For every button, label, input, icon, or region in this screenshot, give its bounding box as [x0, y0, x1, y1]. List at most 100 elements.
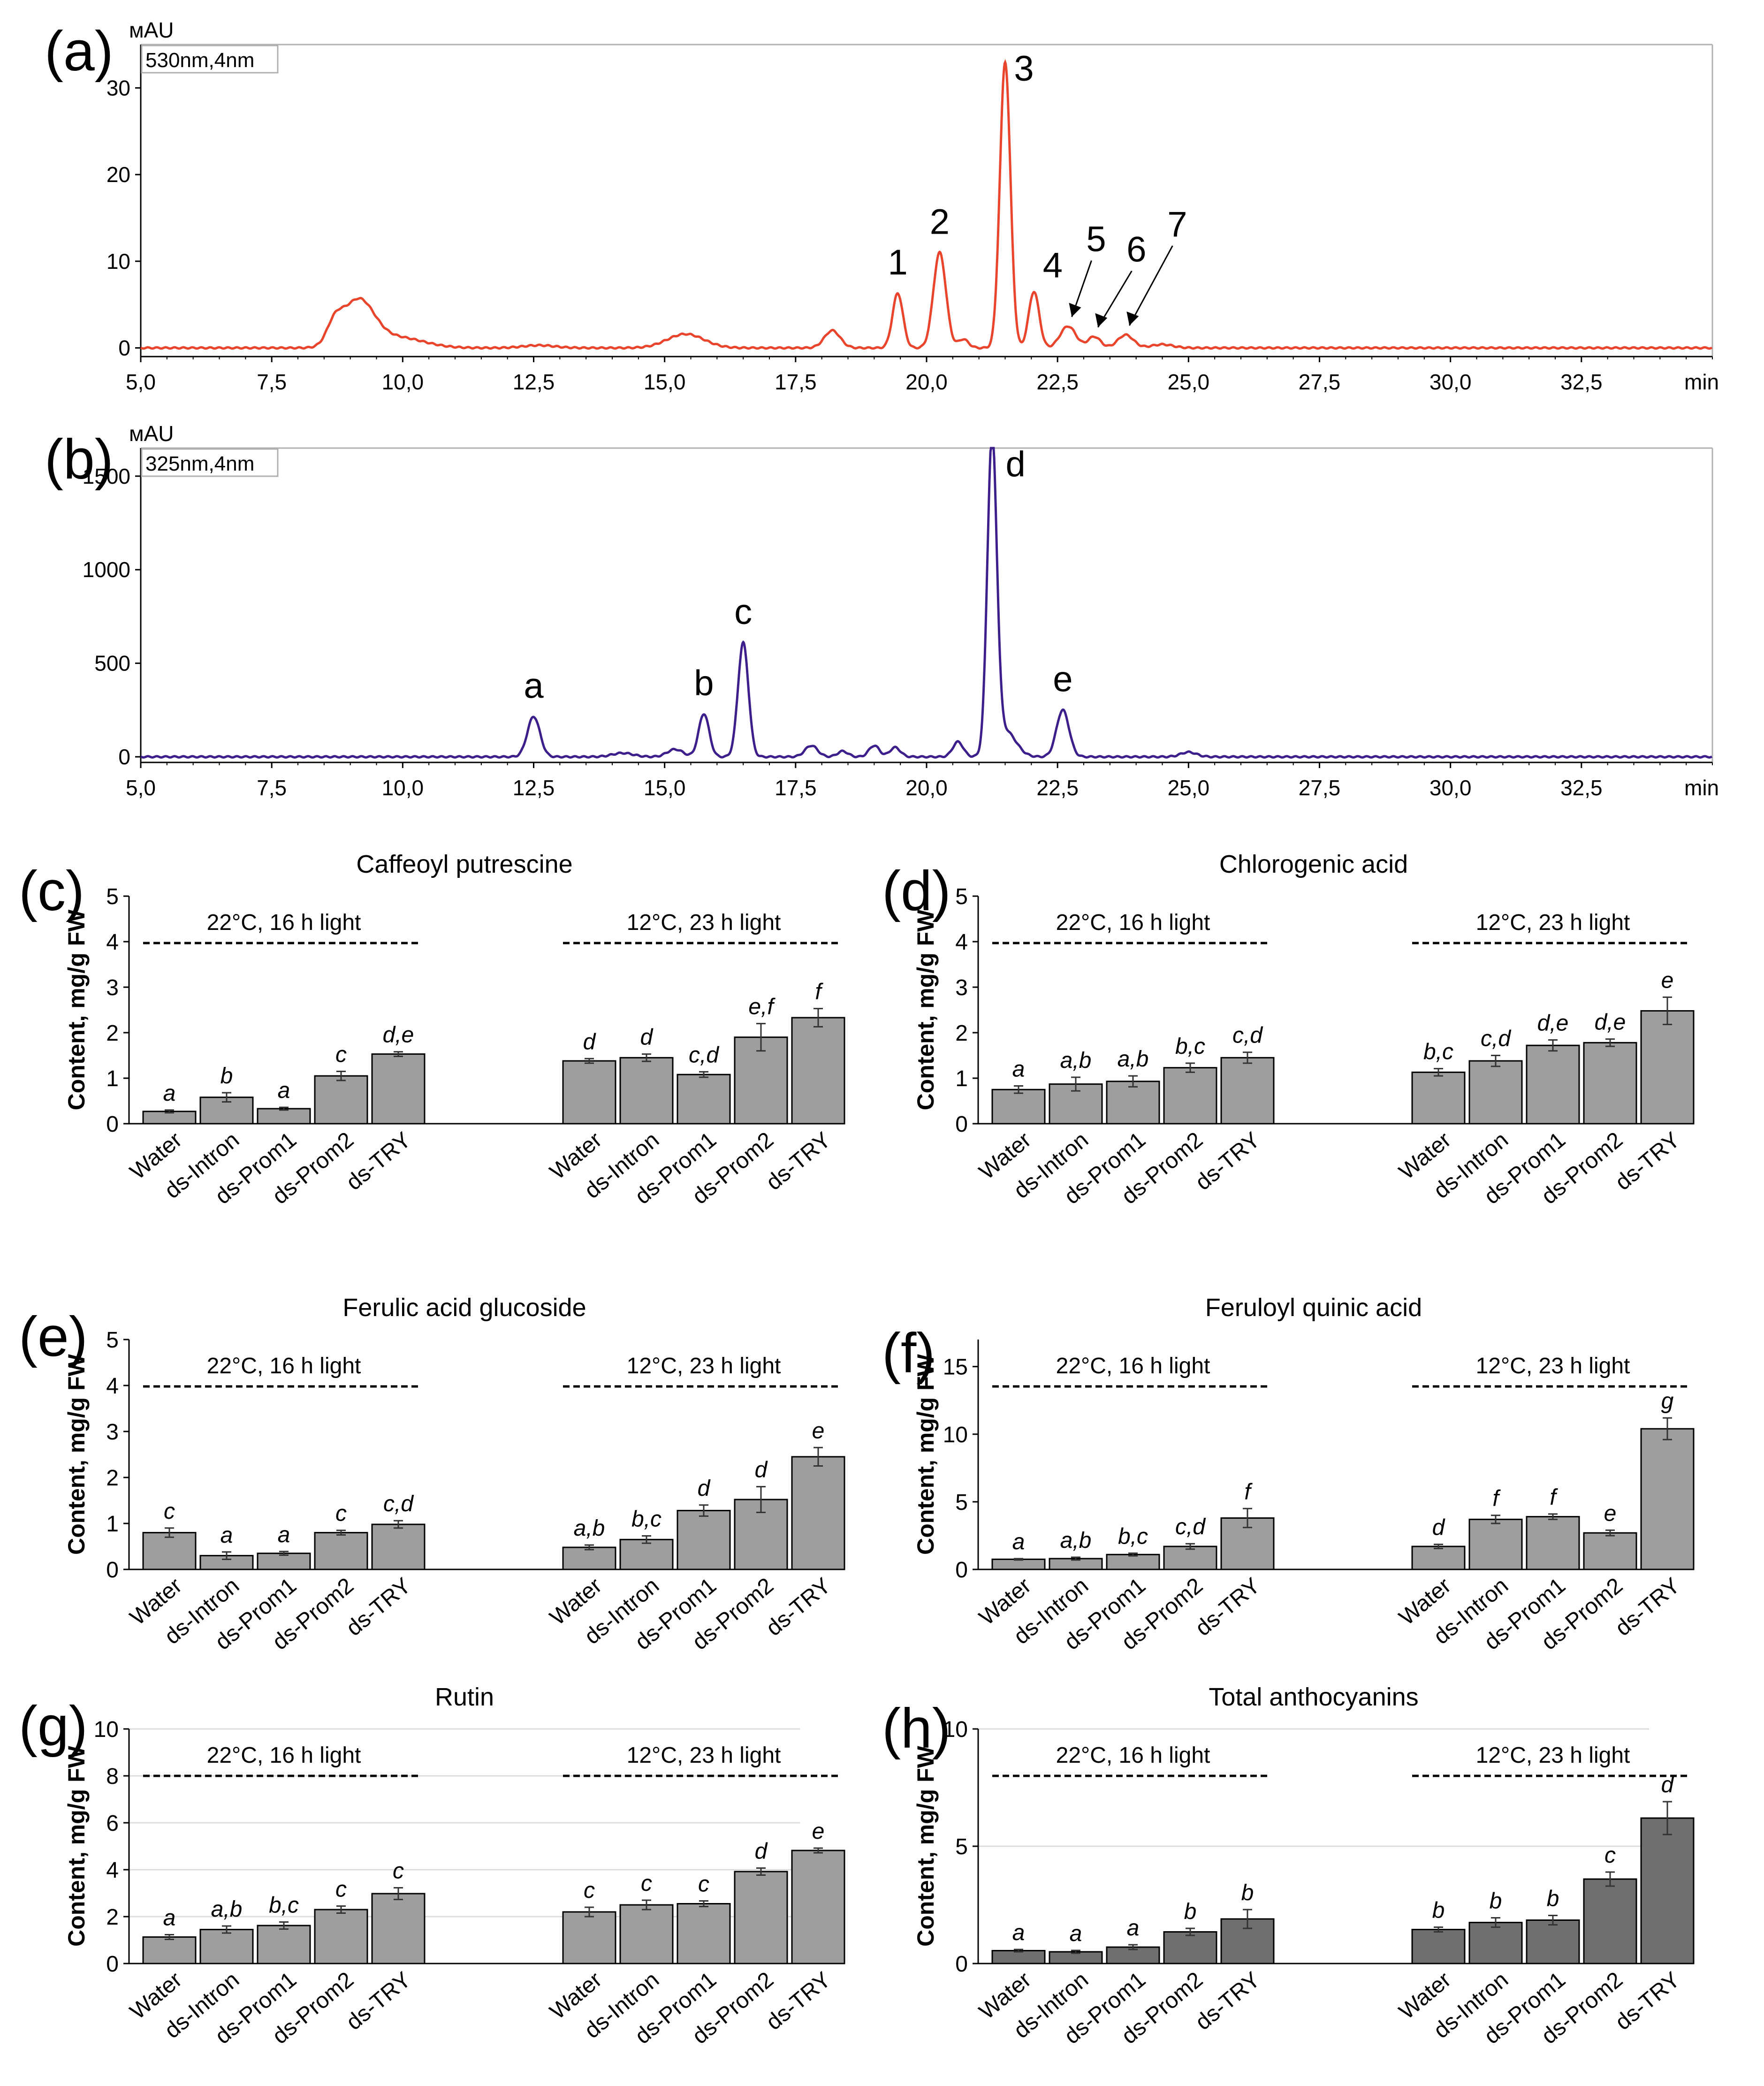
- x-axis-label: min: [1684, 776, 1719, 800]
- y-tick-label: 5: [106, 884, 119, 909]
- x-tick-label: 5,0: [126, 370, 156, 394]
- bar-chart-e: 0 1 2 3 4 5 Content, mg/g FW(e) Ferulic acid gl…: [19, 1294, 845, 1655]
- significance-letter: b,c: [1175, 1034, 1205, 1059]
- y-tick-label: 5: [106, 1328, 119, 1353]
- bar: [562, 1060, 616, 1125]
- bar: [619, 1904, 674, 1964]
- significance-letter: c,d: [1481, 1027, 1511, 1051]
- y-tick-label: 1500: [83, 464, 130, 488]
- bar: [619, 1057, 674, 1125]
- bar: [1411, 1929, 1466, 1964]
- bar: [1583, 1042, 1637, 1125]
- category-label: ds-TRY: [1611, 1967, 1685, 2035]
- peak-label: 6: [1126, 230, 1146, 270]
- significance-letter: b,c: [1423, 1040, 1453, 1065]
- unit-label: мAU: [129, 421, 174, 446]
- significance-letter: b: [1432, 1898, 1445, 1923]
- y-tick-label: 0: [106, 1558, 119, 1583]
- category-label: ds-TRY: [761, 1967, 836, 2035]
- significance-letter: d,e: [1595, 1010, 1626, 1035]
- channel-box: [141, 448, 279, 477]
- significance-letter: a: [1012, 1057, 1025, 1081]
- significance-letter: c,d: [689, 1043, 719, 1067]
- significance-letter: a,b: [211, 1897, 243, 1922]
- category-label: ds-TRY: [761, 1573, 836, 1641]
- bar: [257, 1108, 311, 1125]
- x-tick-label: 12,5: [513, 370, 555, 394]
- x-tick-label: 12,5: [513, 776, 555, 800]
- bar: [314, 1909, 368, 1964]
- y-tick-label: 10: [94, 1717, 119, 1742]
- significance-letter: c: [641, 1871, 652, 1896]
- chromatogram-trace: [140, 59, 1712, 350]
- bar: [1468, 1518, 1523, 1570]
- category-label: ds-TRY: [1191, 1967, 1265, 2035]
- panel-label: (a): [45, 20, 114, 83]
- significance-letter: e: [812, 1819, 825, 1844]
- chromatogram-trace: [140, 447, 1712, 759]
- peak-label: 2: [930, 202, 950, 242]
- y-axis-label: Content, mg/g FW: [912, 909, 939, 1110]
- bar: [199, 1929, 254, 1964]
- significance-letter: d,e: [383, 1023, 414, 1048]
- bar: [1640, 1010, 1695, 1125]
- significance-letter: c: [1604, 1843, 1616, 1868]
- x-tick-label: 30,0: [1429, 776, 1472, 800]
- group-label: 12°C, 23 h light: [627, 910, 781, 935]
- x-tick-label: 32,5: [1560, 370, 1603, 394]
- category-label: ds-TRY: [342, 1967, 416, 2035]
- y-tick-label: 1000: [83, 557, 130, 582]
- significance-letter: d,e: [1537, 1011, 1569, 1036]
- y-tick-label: 1: [106, 1512, 119, 1537]
- bar: [142, 1532, 197, 1570]
- significance-letter: a,b: [1118, 1047, 1149, 1072]
- bar: [791, 1850, 845, 1964]
- significance-letter: e,f: [748, 995, 776, 1020]
- bar: [257, 1925, 311, 1964]
- y-tick-label: 2: [106, 1905, 119, 1930]
- x-tick-label: 15,0: [644, 370, 686, 394]
- bar: [1526, 1044, 1580, 1125]
- group-label: 12°C, 23 h light: [1476, 910, 1630, 935]
- significance-letter: b: [1547, 1887, 1559, 1911]
- y-tick-label: 5: [955, 1835, 968, 1859]
- significance-letter: a: [220, 1523, 233, 1548]
- bar: [1640, 1817, 1695, 1964]
- bar: [314, 1075, 368, 1125]
- group-label: 22°C, 16 h light: [1056, 910, 1210, 935]
- peak-label: 4: [1043, 245, 1063, 285]
- peak-label: a: [524, 666, 544, 706]
- arrowhead-icon: [1095, 313, 1108, 327]
- significance-letter: d: [583, 1029, 596, 1054]
- bar: [991, 1950, 1046, 1964]
- x-tick-label: 25,0: [1168, 776, 1210, 800]
- significance-letter: c,d: [1232, 1023, 1263, 1048]
- bar: [1583, 1532, 1637, 1570]
- y-tick-label: 10: [943, 1717, 968, 1742]
- significance-letter: c,d: [1175, 1515, 1206, 1539]
- y-tick-label: 30: [106, 76, 130, 100]
- bar: [734, 1036, 788, 1125]
- bar: [1163, 1931, 1217, 1964]
- chart-title: Total anthocyanins: [1209, 1683, 1418, 1711]
- x-tick-label: 30,0: [1429, 370, 1472, 394]
- arrowhead-icon: [1126, 311, 1139, 326]
- bar: [1526, 1919, 1580, 1964]
- chart-title: Caffeoyl putrescine: [356, 850, 572, 878]
- y-axis-label: Content, mg/g FW: [63, 1745, 90, 1946]
- panel-label: (g): [19, 1695, 88, 1758]
- y-tick-label: 4: [955, 930, 968, 955]
- significance-letter: a: [1012, 1920, 1025, 1945]
- x-tick-label: 5,0: [126, 776, 156, 800]
- y-axis-label: Content, mg/g FW: [63, 909, 90, 1110]
- significance-letter: d: [1432, 1515, 1445, 1540]
- bar: [1106, 1081, 1160, 1125]
- chart-title: Feruloyl quinic acid: [1205, 1294, 1422, 1322]
- significance-letter: a,b: [1060, 1528, 1092, 1553]
- bar: [1220, 1057, 1275, 1125]
- significance-letter: e: [1604, 1501, 1617, 1526]
- peak-label: c: [734, 592, 752, 632]
- y-axis-label: Content, mg/g FW: [63, 1354, 90, 1554]
- bar-chart-c: 0 1 2 3 4 5 Content, mg/g FW(c) Caffeoyl putres…: [19, 850, 845, 1209]
- significance-letter: c: [335, 1877, 347, 1902]
